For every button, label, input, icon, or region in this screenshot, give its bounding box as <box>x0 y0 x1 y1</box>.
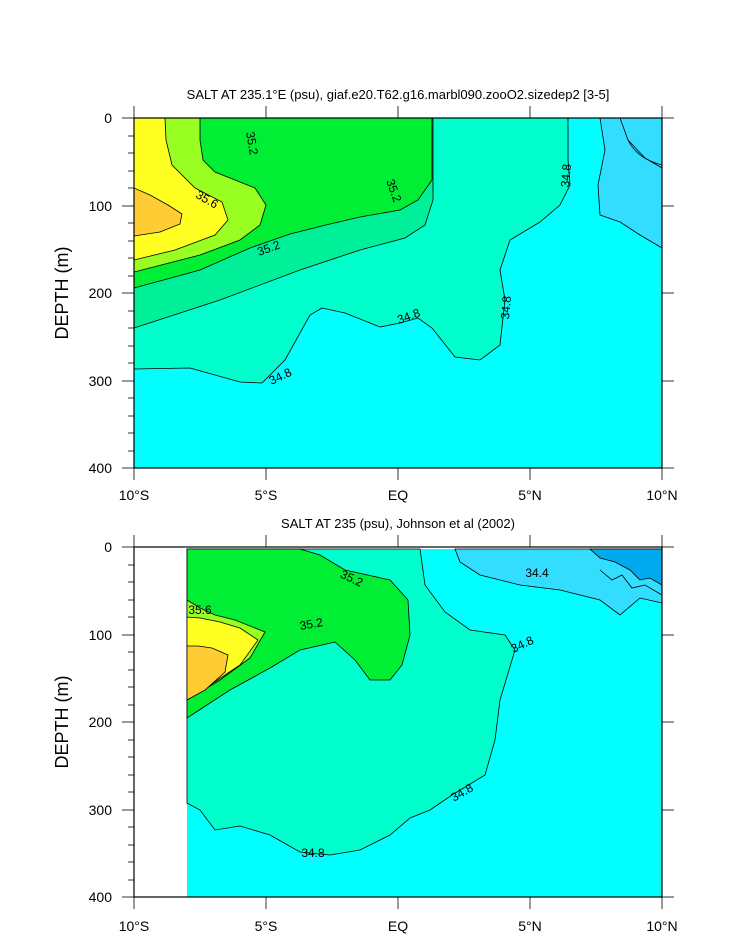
top-xtick-0: 10°S <box>119 487 150 503</box>
top-contour-line-extra <box>627 139 662 166</box>
top-clabel-4: 34.8 <box>558 163 574 188</box>
top-clabel-5: 34.8 <box>498 295 514 320</box>
bottom-ytick-1: 100 <box>89 627 113 643</box>
bottom-minor-ticks <box>122 535 674 909</box>
top-ytick-3: 300 <box>89 373 113 389</box>
bottom-clabel-6: 34.8 <box>301 846 325 860</box>
top-xtick-1: 5°S <box>255 487 278 503</box>
top-xtick-3: 5°N <box>518 487 542 503</box>
bottom-fill-orange <box>186 645 229 701</box>
top-ytick-1: 100 <box>89 198 113 214</box>
top-clabel-0: 35.2 <box>243 131 261 157</box>
top-xtick-4: 10°N <box>646 487 677 503</box>
bottom-title: SALT AT 235 (psu), Johnson et al (2002) <box>281 516 515 531</box>
top-panel: SALT AT 235.1°E (psu), giaf.e20.T62.g16.… <box>52 87 678 503</box>
top-x-ticks: 10°S 5°S EQ 5°N 10°N <box>119 487 678 503</box>
bottom-contour-labels: 35.2 35.6 35.2 34.4 34.8 34.8 34.8 <box>188 566 549 860</box>
bottom-clabel-2: 35.2 <box>299 615 325 633</box>
top-ytick-4: 400 <box>89 460 113 476</box>
bottom-clabel-3: 34.4 <box>525 566 549 580</box>
bottom-xtick-3: 5°N <box>518 918 542 934</box>
top-ytick-2: 200 <box>89 285 113 301</box>
bottom-ytick-3: 300 <box>89 802 113 818</box>
top-ylabel: DEPTH (m) <box>52 247 72 340</box>
bottom-xtick-0: 10°S <box>119 918 150 934</box>
top-contour-fills <box>134 118 662 468</box>
top-title: SALT AT 235.1°E (psu), giaf.e20.T62.g16.… <box>187 87 610 102</box>
bottom-fill-green <box>186 548 411 719</box>
bottom-fill-blue <box>588 548 662 586</box>
bottom-y-ticks: 0 100 200 300 400 <box>89 539 113 905</box>
top-xtick-2: EQ <box>388 487 408 503</box>
bottom-xtick-2: EQ <box>388 918 408 934</box>
bottom-ytick-4: 400 <box>89 889 113 905</box>
bottom-clabel-1: 35.6 <box>188 603 212 617</box>
bottom-fill-lightblue <box>454 548 662 616</box>
bottom-panel: SALT AT 235 (psu), Johnson et al (2002) <box>52 516 678 934</box>
bottom-xtick-4: 10°N <box>646 918 677 934</box>
bottom-ylabel: DEPTH (m) <box>52 676 72 769</box>
bottom-contour-line-extra <box>599 569 662 596</box>
top-y-ticks: 0 100 200 300 400 <box>89 110 113 476</box>
top-fill-orange <box>134 187 183 237</box>
bottom-x-ticks: 10°S 5°S EQ 5°N 10°N <box>119 918 678 934</box>
bottom-contour-fills <box>186 548 662 897</box>
bottom-xtick-1: 5°S <box>255 918 278 934</box>
top-minor-ticks <box>122 106 674 480</box>
bottom-ytick-2: 200 <box>89 714 113 730</box>
top-ytick-0: 0 <box>104 110 112 126</box>
bottom-ytick-0: 0 <box>104 539 112 555</box>
